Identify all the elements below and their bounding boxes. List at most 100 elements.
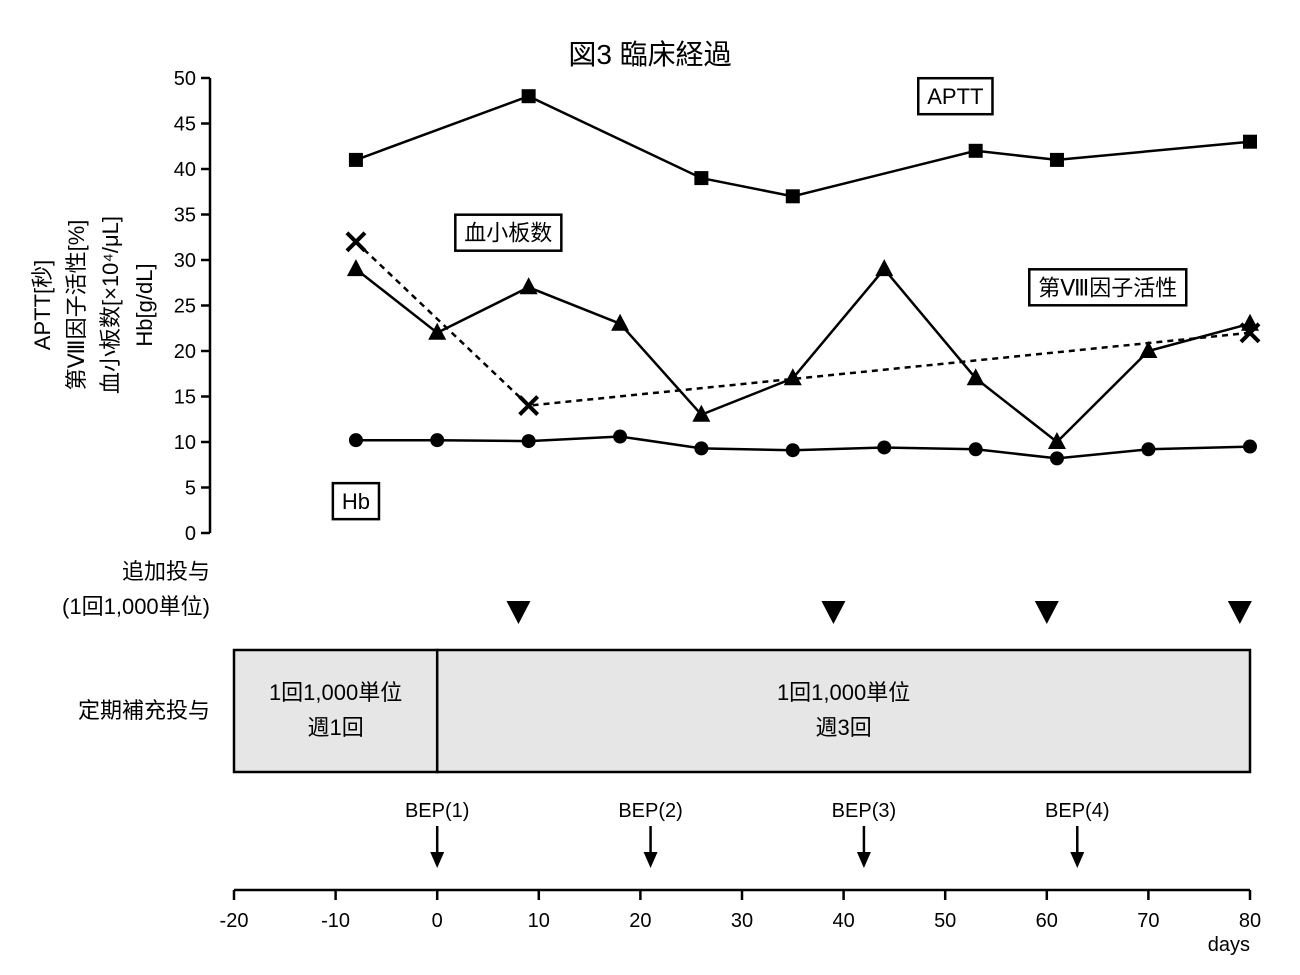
triangle-marker: [966, 368, 985, 386]
dose-period-text: 週1回: [307, 715, 363, 740]
circle-marker: [1243, 439, 1257, 454]
circle-marker: [694, 441, 709, 456]
series-line: [355, 94, 1251, 198]
y-tick-label: 30: [174, 250, 196, 272]
x-tick-label: 70: [1137, 910, 1159, 932]
circle-marker: [877, 440, 892, 455]
square-marker: [521, 89, 536, 104]
triangle-marker: [783, 368, 802, 386]
bep-arrow-head: [430, 852, 445, 868]
circle-marker: [348, 433, 363, 448]
circle-marker: [785, 443, 800, 458]
series-label-box: [331, 481, 381, 521]
chart-title: 図3 臨床経過: [568, 39, 731, 70]
dose-period-box: [232, 648, 439, 774]
y-axis-title-line: APTT[秒]: [30, 260, 55, 350]
bep-arrow-head: [643, 852, 658, 868]
series-label: Hb: [331, 481, 381, 521]
x-tick-label: 20: [629, 910, 651, 932]
y-tick-label: 0: [185, 523, 196, 545]
triangle-marker: [346, 259, 365, 277]
series-label-text: 第Ⅷ因子活性: [1038, 275, 1177, 300]
bep-markers: BEP(1) BEP(2) BEP(3) BEP(4): [405, 800, 1110, 868]
triangle-marker: [1047, 432, 1066, 449]
x-tick-label: 10: [528, 910, 550, 932]
triangle-marker: [519, 277, 538, 295]
y-axis-title: APTT[秒] 第Ⅷ因子活性[%] 血小板数[×10⁴/μL] Hb[g/dL]: [30, 216, 157, 394]
series-label: APTT: [916, 76, 994, 116]
series-label: 血小板数: [454, 213, 563, 252]
x-axis-unit: days: [1208, 934, 1250, 956]
bep-marker: BEP(1): [405, 800, 469, 868]
triangle-marker: [692, 404, 711, 422]
triangle-marker: [875, 259, 894, 277]
square-marker: [694, 171, 709, 186]
series-cross: [345, 231, 1261, 417]
y-axis-title-line: 血小板数[×10⁴/μL]: [98, 216, 123, 394]
circle-marker: [613, 429, 628, 444]
y-tick-label: 50: [174, 68, 196, 90]
x-tick-label: -10: [321, 910, 350, 932]
bep-marker: BEP(4): [1045, 800, 1110, 868]
series-label-box: [454, 213, 563, 252]
y-tick-label: 5: [185, 478, 196, 500]
bep-marker: BEP(3): [832, 800, 896, 868]
circle-marker: [1049, 451, 1064, 466]
bep-label: BEP(4): [1045, 800, 1109, 822]
series-layer: [345, 89, 1261, 466]
series-triangle: [346, 259, 1259, 449]
series-line: [355, 240, 1251, 407]
x-tick-label: 80: [1239, 910, 1261, 932]
series-label-box: [916, 76, 994, 116]
dose-triangle-marker: [1034, 601, 1059, 624]
square-marker: [968, 143, 983, 158]
x-tick-label: -20: [220, 910, 249, 932]
y-axis-title-line: 第Ⅷ因子活性[%]: [64, 220, 89, 391]
series-circle: [348, 429, 1257, 466]
triangle-marker: [611, 313, 630, 331]
bep-label: BEP(1): [405, 800, 469, 822]
square-marker: [1243, 134, 1257, 149]
square-marker: [1049, 152, 1064, 167]
x-tick-label: 50: [934, 910, 956, 932]
y-tick-label: 40: [174, 159, 196, 181]
y-tick-label: 45: [174, 114, 196, 136]
dose-triangle-marker: [821, 601, 846, 624]
series-label-text: 血小板数: [464, 221, 552, 246]
dose-period-text: 1回1,000単位: [777, 680, 910, 705]
regular-dose-label: 定期補充投与: [78, 698, 210, 723]
additional-dose-label: (1回1,000単位): [62, 594, 210, 619]
y-axis: 0 5 10 15 20 25 30 35 40 45 50: [174, 68, 212, 545]
dose-period-box: [435, 648, 1252, 774]
y-tick-label: 25: [174, 296, 196, 318]
x-tick-label: 0: [432, 910, 443, 932]
bep-marker: BEP(2): [618, 800, 683, 868]
series-square: [348, 89, 1257, 204]
dose-period-text: 1回1,000単位: [269, 680, 402, 705]
square-marker: [785, 189, 800, 204]
cross-marker: [345, 231, 367, 253]
y-tick-label: 35: [174, 205, 196, 227]
x-axis: days -20 -10 0 10 20 30 40 50 60 70 80: [220, 888, 1261, 956]
series-line: [355, 435, 1251, 460]
dose-triangle-marker: [506, 601, 531, 624]
x-tick-label: 60: [1036, 910, 1058, 932]
circle-marker: [521, 434, 536, 449]
series-label-box: [1028, 268, 1188, 307]
bep-arrow-head: [856, 852, 871, 868]
additional-dose-row: 追加投与 (1回1,000単位): [62, 559, 1252, 624]
bep-label: BEP(3): [832, 800, 896, 822]
triangle-marker: [428, 322, 447, 340]
dose-period-text: 週3回: [815, 715, 871, 740]
y-tick-label: 15: [174, 387, 196, 409]
dose-triangle-marker: [1227, 601, 1252, 624]
y-tick-label: 20: [174, 341, 196, 363]
additional-dose-label: 追加投与: [122, 559, 210, 584]
circle-marker: [1141, 442, 1156, 457]
bep-arrow-head: [1070, 852, 1085, 868]
x-tick-label: 40: [832, 910, 854, 932]
cross-marker: [518, 395, 540, 417]
